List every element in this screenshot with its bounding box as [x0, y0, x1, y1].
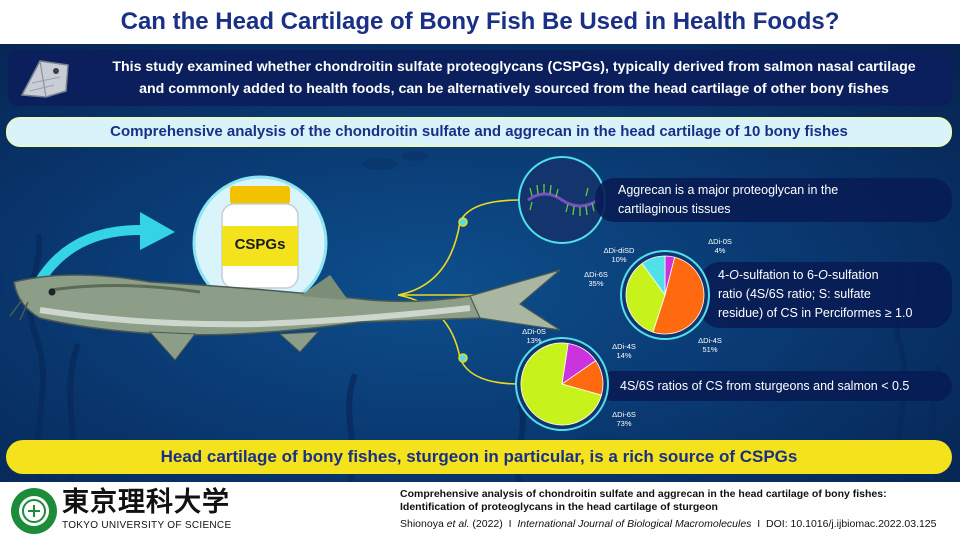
- fish-head-icon: [20, 60, 69, 98]
- aggrecan-line-1: Aggrecan is a major proteoglycan in the: [618, 183, 839, 197]
- pie1-label-di0s: ΔDi-0S 4%: [708, 237, 732, 255]
- perciformes-line-2: ratio (4S/6S ratio; S: sulfate: [718, 287, 871, 301]
- aggrecan-finding: Aggrecan is a major proteoglycan in the …: [618, 181, 838, 219]
- perciformes-line-3: residue) of CS in Perciformes ≥ 1.0: [718, 306, 913, 320]
- intro-line-1: This study examined whether chondroitin …: [112, 59, 916, 75]
- title-bar: Can the Head Cartilage of Bony Fish Be U…: [0, 0, 960, 44]
- pie1-label-disd: ΔDi-diSD 10%: [603, 246, 635, 264]
- sturgeon-fish: [9, 269, 561, 361]
- bottle-label: CSPGs: [234, 236, 286, 253]
- reference-title-line-1: Comprehensive analysis of chondroitin su…: [400, 488, 887, 500]
- pie-chart-perciformes: [625, 255, 705, 335]
- analysis-banner-text: Comprehensive analysis of the chondroiti…: [110, 123, 848, 140]
- illustration-scene: [9, 156, 952, 431]
- pie-slice-didisd: [641, 255, 666, 297]
- pie1-label-di4s: ΔDi-4S 51%: [698, 336, 722, 354]
- aggrecan-line-2: cartilaginous tissues: [618, 202, 731, 216]
- conclusion-text: Head cartilage of bony fishes, sturgeon …: [160, 447, 798, 466]
- pie2-label-di0s: ΔDi-0S 13%: [522, 327, 546, 345]
- intro-text: This study examined whether chondroitin …: [84, 56, 944, 100]
- university-logo-jp: 東京理科大学: [62, 487, 230, 518]
- reference-title-line-2: Identification of proteoglycans in the h…: [400, 501, 718, 513]
- journal-name: International Journal of Biological Macr…: [517, 518, 752, 530]
- perciformes-line-1: 4-O-sulfation to 6-O-sulfation: [718, 268, 879, 282]
- pie-chart-sturgeon: [520, 342, 604, 426]
- bottle-label-bg: [222, 226, 298, 266]
- reference-citation: Shionoya et al. (2022) I International J…: [400, 518, 937, 530]
- page-title: Can the Head Cartilage of Bony Fish Be U…: [120, 8, 840, 35]
- perciformes-info-pill: [700, 262, 952, 328]
- reference-title: Comprehensive analysis of chondroitin su…: [400, 488, 955, 514]
- intro-box: [8, 50, 952, 106]
- aggrecan-info-pill: [595, 178, 952, 222]
- aggrecan-molecule-icon: [527, 184, 599, 216]
- doi-text: DOI: 10.1016/j.ijbiomac.2022.03.125: [766, 518, 937, 530]
- sturgeon-info-pill: [598, 371, 952, 401]
- university-seal-icon: [11, 488, 57, 534]
- pie1-label-di6s: ΔDi-6S 35%: [584, 270, 608, 288]
- sturgeon-finding: 4S/6S ratios of CS from sturgeons and sa…: [620, 379, 910, 393]
- pie2-label-di6s: ΔDi-6S 73%: [612, 410, 636, 428]
- intro-line-2: and commonly added to health foods, can …: [139, 81, 889, 97]
- arrow-head: [140, 212, 175, 250]
- conclusion-banner: [6, 440, 952, 474]
- pie-slice-di6s: [625, 262, 666, 333]
- pie-slice-di6s: [520, 342, 602, 426]
- pie2-label-di4s: ΔDi-4S 14%: [612, 342, 636, 360]
- footer: [0, 482, 960, 540]
- analysis-banner: [6, 117, 952, 147]
- pie-slice-di4s: [652, 256, 705, 335]
- university-logo-en: TOKYO UNIVERSITY OF SCIENCE: [62, 520, 232, 531]
- perciformes-finding: 4-O-sulfation to 6-O-sulfation ratio (4S…: [718, 266, 912, 323]
- bottle-cap: [230, 186, 290, 204]
